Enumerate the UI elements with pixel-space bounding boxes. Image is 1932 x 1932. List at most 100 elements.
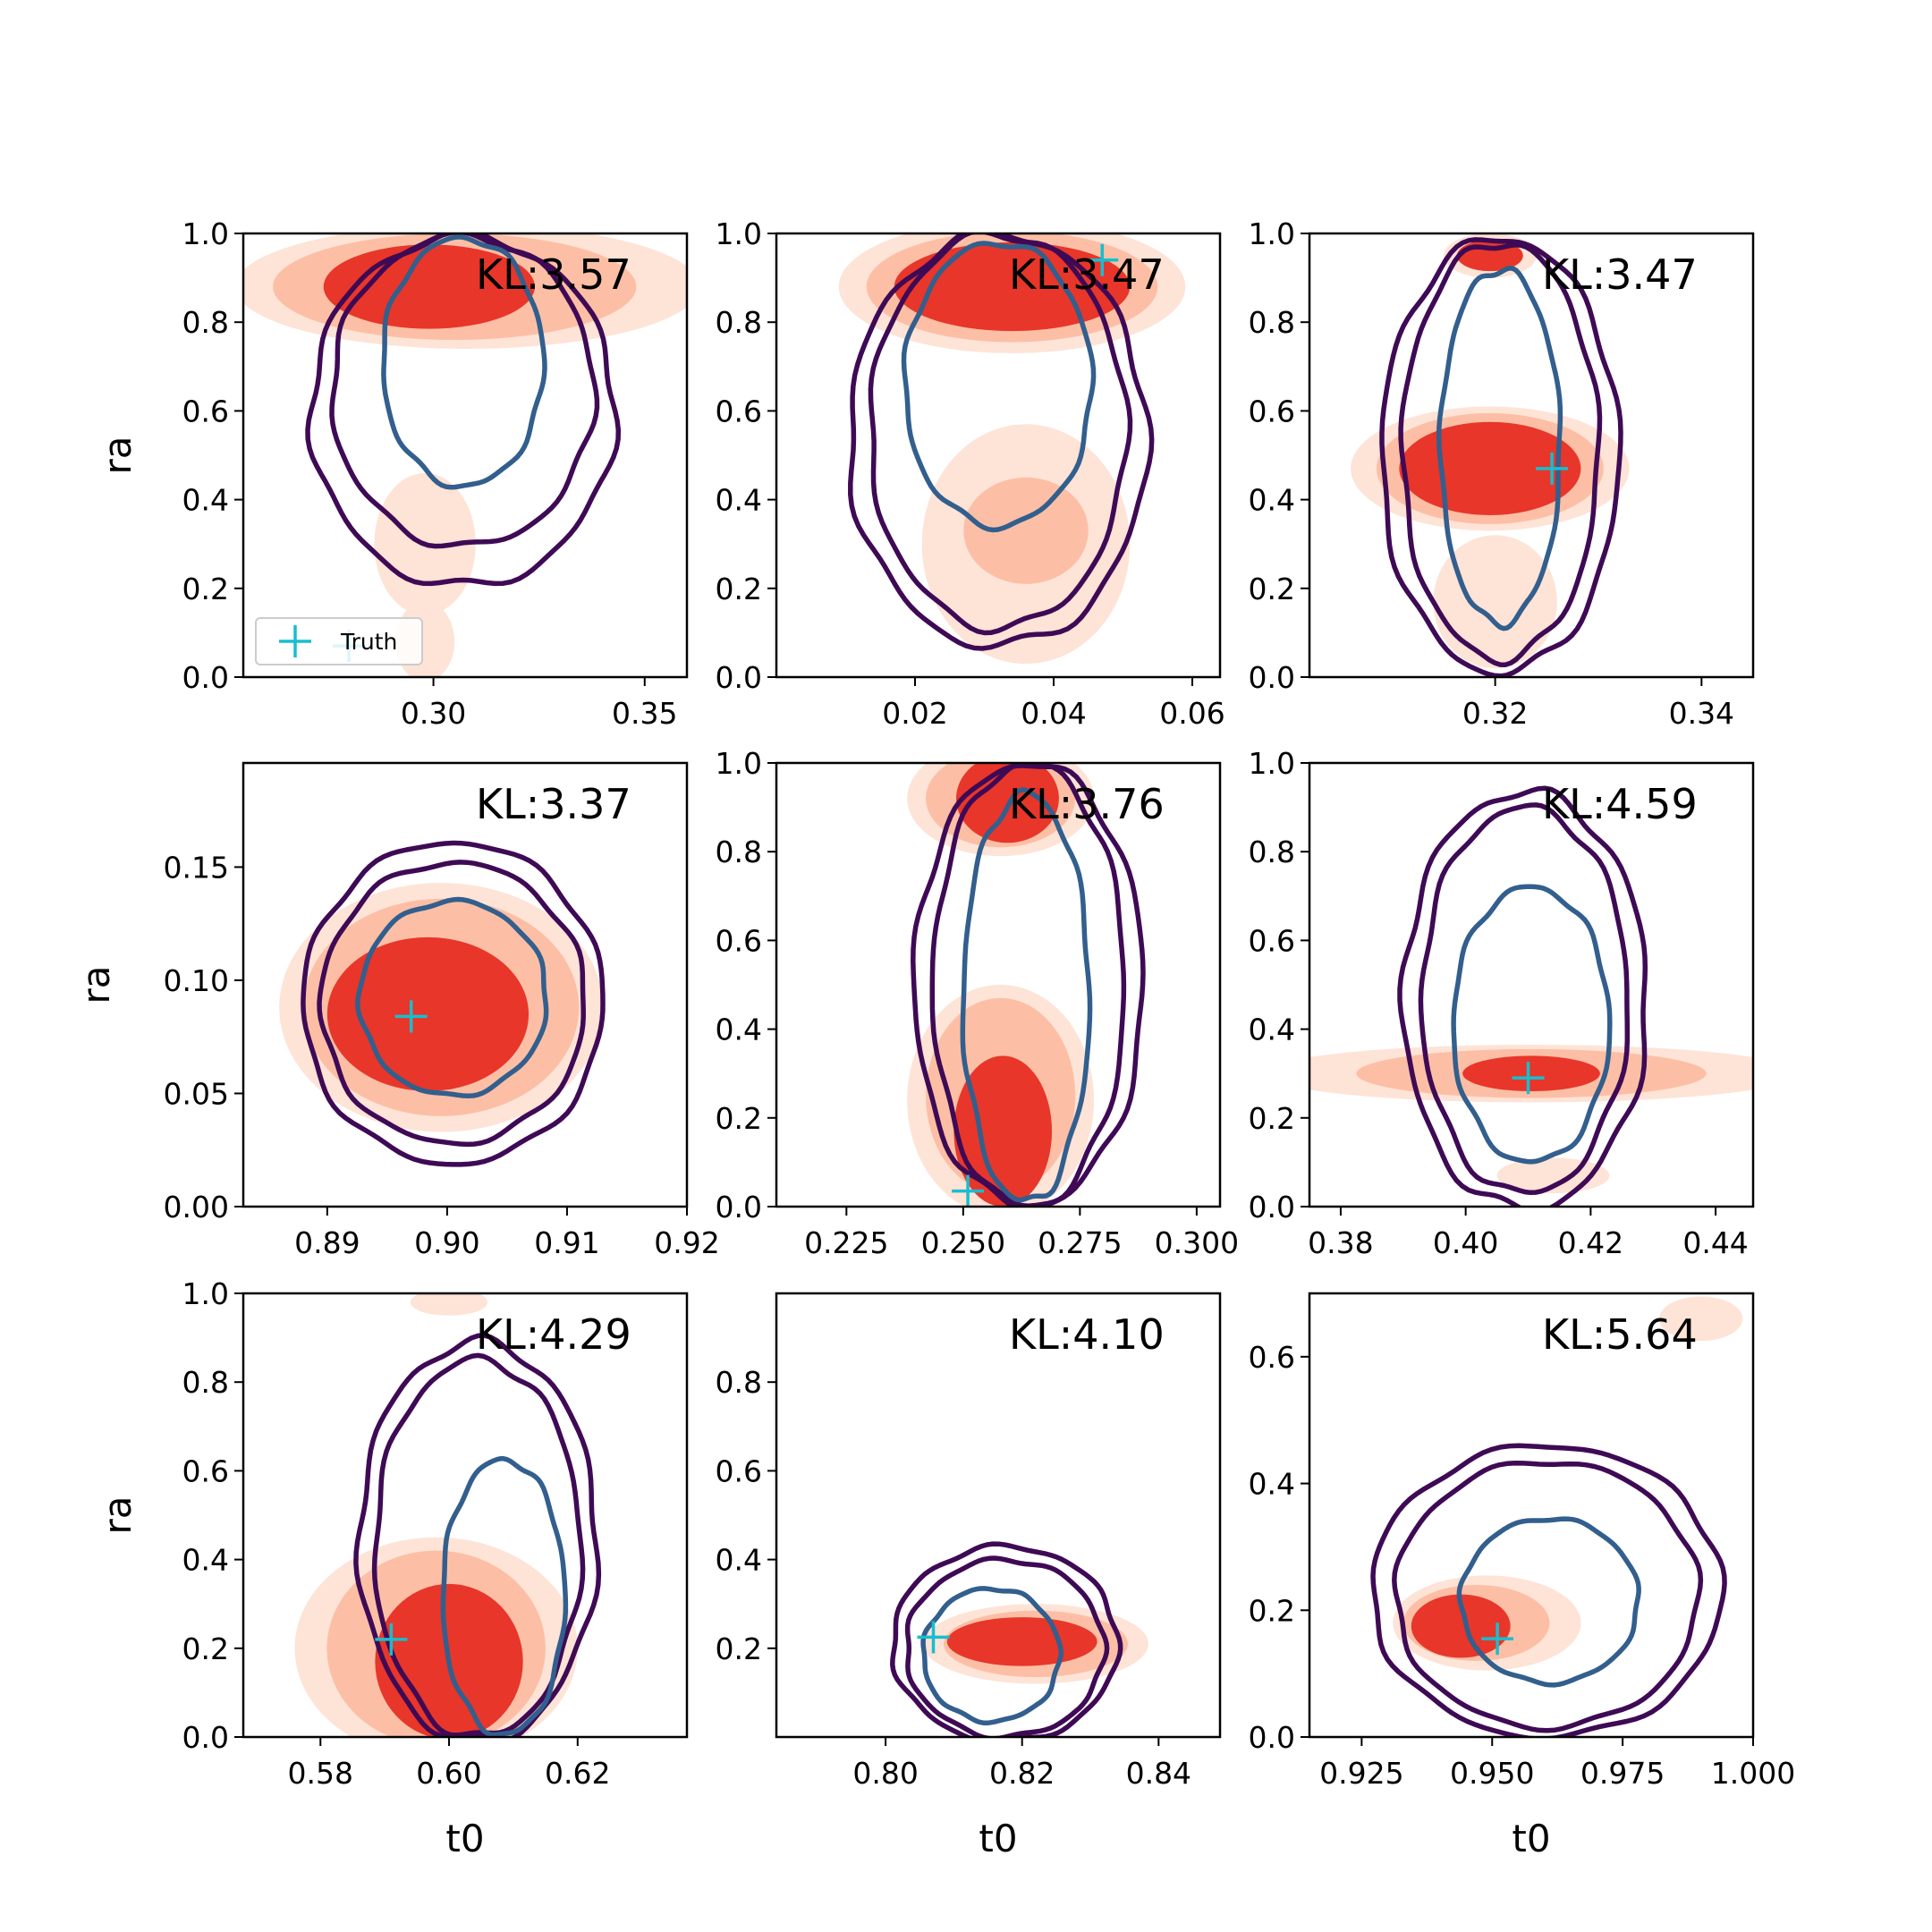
axes-frame <box>1308 761 1755 1208</box>
y-tick-label: 0.6 <box>1249 923 1295 958</box>
contour-inner <box>901 241 1097 533</box>
truth-marker <box>1536 452 1569 485</box>
x-tick-label: 0.02 <box>882 696 947 731</box>
y-tick-label: 0.0 <box>182 660 229 695</box>
x-axis-label: t0 <box>445 1817 484 1860</box>
contour-outer <box>890 1541 1123 1737</box>
contour-outer <box>317 860 586 1148</box>
y-axis-label: ra <box>96 1496 140 1534</box>
axes-frame <box>775 232 1222 679</box>
x-tick-label: 0.58 <box>288 1756 353 1791</box>
plot-area <box>279 840 606 1167</box>
y-tick-label: 0.2 <box>716 1101 762 1136</box>
density-fill-dark <box>1462 1055 1600 1092</box>
axes-frame <box>1308 232 1755 679</box>
x-tick-label: 0.60 <box>416 1756 481 1791</box>
contour-outer <box>1392 1460 1704 1733</box>
x-tick-label: 0.80 <box>852 1756 918 1791</box>
contour-outer <box>1397 785 1648 1207</box>
y-tick-label: 0.6 <box>1249 1340 1295 1375</box>
x-tick-label: 0.225 <box>804 1225 888 1260</box>
x-tick-label: 0.34 <box>1669 696 1734 731</box>
y-tick-label: 0.4 <box>1249 1467 1295 1502</box>
y-tick-label: 0.2 <box>716 1631 762 1666</box>
axes-frame <box>775 761 1222 1208</box>
contour-inner <box>920 1586 1063 1726</box>
contour-outer <box>911 763 1146 1207</box>
y-tick-label: 0.6 <box>182 394 229 428</box>
y-tick-label: 0.4 <box>716 483 762 518</box>
legend-label: Truth <box>340 629 397 655</box>
y-tick-label: 0.0 <box>716 660 762 695</box>
x-axis-label: t0 <box>979 1817 1017 1860</box>
y-tick-label: 1.0 <box>1249 216 1295 251</box>
axes-frame <box>1308 1292 1755 1739</box>
axes-frame <box>242 232 689 679</box>
x-tick-label: 0.90 <box>414 1225 479 1260</box>
plot-area <box>907 763 1146 1207</box>
contour-outer <box>868 233 1133 636</box>
kl-annotation: KL:4.10 <box>1009 1310 1165 1359</box>
contour-outer <box>848 233 1155 651</box>
y-tick-label: 0.8 <box>716 305 762 340</box>
x-tick-label: 0.32 <box>1462 696 1528 731</box>
density-fill-dark <box>946 1617 1097 1666</box>
contour-outer <box>1418 802 1631 1196</box>
y-tick-label: 0.8 <box>182 1365 229 1400</box>
axes-frame <box>242 761 689 1208</box>
y-tick-label: 0.4 <box>716 1543 762 1578</box>
x-tick-label: 0.04 <box>1021 696 1086 731</box>
panel-7: 0.58 0.60 0.62 0.0 0.2 0.4 0.6 0.8 1.0 KL:4.29 ra t… <box>96 1276 689 1860</box>
panel-9: 0.925 0.950 0.975 1.000 0.0 0.2 0.4 0.6 KL:5.64 t… <box>1249 1292 1795 1860</box>
legend-box <box>255 617 423 665</box>
contour-inner <box>960 787 1093 1203</box>
density-fill-light <box>410 1293 488 1316</box>
density-fill-mid <box>963 477 1089 584</box>
panel-3: 0.32 0.34 0.0 0.2 0.4 0.6 0.8 1.0 KL:3.47 <box>1249 216 1755 731</box>
panel-6: 0.38 0.40 0.42 0.44 0.0 0.2 0.4 0.6 0.8 1.0 KL:4.5… <box>1249 746 1755 1260</box>
y-tick-label: 0.4 <box>182 483 229 518</box>
panels-grid: 0.30 0.35 0.0 0.2 0.4 0.6 0.8 1.0 KL:3.57 ra Truth… <box>74 216 1795 1860</box>
plot-area <box>294 1293 602 1737</box>
y-tick-label: 0.6 <box>716 923 762 958</box>
x-tick-label: 0.82 <box>989 1756 1055 1791</box>
x-tick-label: 0.44 <box>1682 1225 1748 1260</box>
kl-annotation: KL:5.64 <box>1542 1310 1698 1359</box>
contour-outer <box>371 1352 586 1737</box>
x-tick-label: 0.38 <box>1308 1225 1373 1260</box>
y-tick-label: 1.0 <box>182 1276 229 1311</box>
y-tick-label: 0.2 <box>1249 1101 1295 1136</box>
kl-annotation: KL:4.59 <box>1542 780 1698 828</box>
x-tick-label: 0.35 <box>612 696 677 731</box>
plot-area <box>1309 785 1753 1207</box>
density-fill-light <box>1658 1296 1743 1342</box>
kl-annotation: KL:3.76 <box>1009 780 1165 828</box>
x-tick-label: 0.92 <box>654 1225 719 1260</box>
y-tick-label: 0.00 <box>164 1190 229 1224</box>
y-tick-label: 0.2 <box>182 1631 229 1666</box>
x-tick-label: 1.000 <box>1711 1756 1795 1791</box>
x-tick-label: 0.275 <box>1038 1225 1122 1260</box>
legend-marker <box>279 625 311 657</box>
x-tick-label: 0.91 <box>534 1225 599 1260</box>
plot-area <box>838 233 1186 665</box>
y-tick-label: 0.6 <box>716 1453 762 1488</box>
axes-frame <box>242 1292 689 1739</box>
contour-inner <box>1436 266 1563 631</box>
truth-marker <box>1512 1062 1545 1095</box>
contour-outer <box>329 233 600 549</box>
contour-outer <box>1370 1443 1727 1737</box>
panel-8: 0.80 0.82 0.84 0.2 0.4 0.6 0.8 KL:4.10 t0 <box>716 1292 1222 1860</box>
y-tick-label: 0.8 <box>182 305 229 340</box>
truth-marker <box>952 1174 985 1207</box>
x-tick-label: 0.30 <box>401 696 466 731</box>
contour-inner <box>1451 884 1613 1165</box>
x-tick-label: 0.62 <box>545 1756 610 1791</box>
x-tick-label: 0.925 <box>1319 1756 1403 1791</box>
y-tick-label: 0.05 <box>164 1076 229 1111</box>
y-tick-label: 0.4 <box>716 1013 762 1047</box>
truth-marker <box>917 1621 950 1654</box>
contour-inner <box>355 896 549 1099</box>
x-tick-label: 0.975 <box>1580 1756 1665 1791</box>
